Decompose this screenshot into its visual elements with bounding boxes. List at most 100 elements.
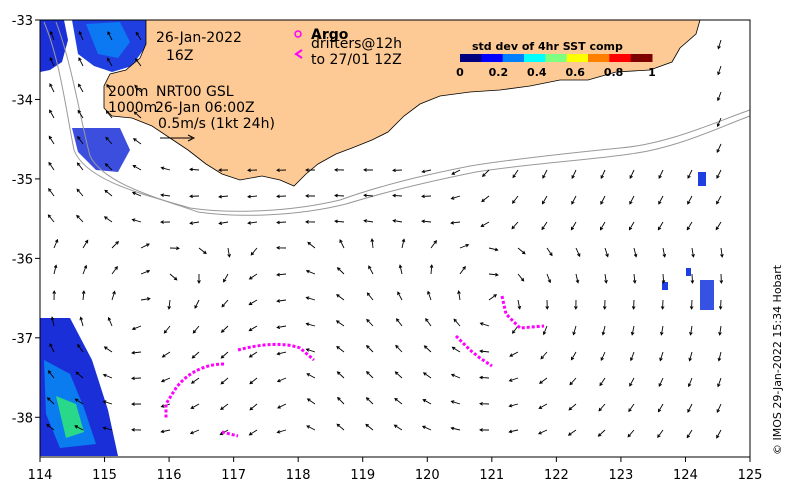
current-arrow	[335, 320, 345, 327]
current-arrow	[47, 214, 55, 223]
current-arrow	[508, 403, 519, 408]
current-arrow	[221, 299, 229, 308]
current-arrow	[190, 377, 200, 384]
current-arrow	[140, 243, 150, 249]
current-arrow	[368, 265, 374, 275]
depth-1000-label: 1000m	[108, 100, 157, 116]
current-arrow	[74, 398, 84, 405]
current-arrow	[135, 58, 142, 67]
x-tick-label: 120	[415, 468, 440, 483]
current-arrow	[111, 266, 118, 275]
current-arrow	[363, 168, 374, 172]
current-arrow	[336, 345, 345, 353]
current-arrow	[517, 273, 525, 282]
current-arrow	[459, 265, 466, 275]
current-arrow	[49, 109, 55, 119]
current-arrow	[574, 299, 578, 310]
current-arrow	[190, 403, 200, 409]
current-arrow	[571, 195, 577, 205]
current-arrow	[687, 195, 693, 205]
current-arrow	[546, 273, 552, 284]
current-arrow	[716, 429, 722, 439]
current-arrow	[630, 325, 635, 336]
current-arrow	[660, 299, 665, 310]
argo-marker	[294, 30, 302, 38]
current-arrow	[688, 351, 693, 362]
current-arrow	[633, 247, 638, 258]
x-tick-label: 122	[544, 468, 569, 483]
credit-label: © IMOS 29-Jan-2022 15:34 Hobart	[771, 264, 784, 455]
y-tick-label: -36	[12, 252, 33, 267]
current-arrow	[422, 372, 432, 379]
current-arrow	[657, 403, 664, 413]
x-tick-label: 114	[28, 468, 53, 483]
current-arrow	[479, 428, 490, 432]
colorbar-swatch	[524, 54, 546, 62]
current-arrow	[160, 193, 171, 197]
current-arrow	[718, 299, 723, 310]
x-tick-label: 118	[286, 468, 311, 483]
current-arrow	[430, 240, 437, 249]
current-arrow	[659, 351, 664, 362]
current-arrow	[716, 169, 722, 179]
current-arrow	[394, 371, 403, 379]
current-arrow	[395, 318, 403, 327]
current-arrow	[366, 292, 374, 301]
current-arrow	[132, 138, 142, 145]
current-arrow	[191, 351, 200, 359]
current-arrow	[508, 377, 519, 382]
current-arrow	[82, 264, 88, 275]
current-arrow	[537, 429, 548, 435]
current-arrow	[541, 195, 548, 205]
current-arrow	[686, 429, 693, 439]
current-arrow	[538, 403, 548, 409]
current-arrow	[77, 109, 84, 119]
current-arrow	[392, 168, 403, 173]
current-arrow	[365, 423, 374, 431]
current-arrow	[48, 161, 55, 171]
current-arrow	[546, 247, 553, 257]
current-arrow	[336, 423, 345, 431]
current-arrow	[78, 83, 84, 93]
current-arrow	[457, 290, 461, 301]
current-arrow	[716, 403, 722, 414]
nrt-time-label: 26-Jan 06:00Z	[155, 100, 255, 116]
current-arrow	[49, 30, 55, 41]
current-arrow	[394, 397, 403, 405]
current-arrow	[658, 169, 664, 179]
current-arrow	[167, 299, 172, 310]
current-arrow	[161, 351, 171, 358]
current-arrow	[276, 351, 287, 356]
current-arrow	[488, 247, 499, 252]
colorbar-tick-label: 0.6	[565, 66, 585, 79]
current-arrow	[567, 429, 577, 436]
current-arrow	[276, 194, 287, 199]
current-arrow	[689, 325, 693, 336]
current-arrow	[220, 325, 229, 333]
current-arrow	[628, 403, 635, 413]
drifters-legend-line2: to 27/01 12Z	[311, 52, 402, 68]
colorbar-swatch	[588, 54, 610, 62]
current-arrow	[276, 429, 287, 434]
depth-200-label: 200m	[108, 84, 148, 100]
current-arrow	[250, 247, 258, 256]
x-tick-label: 116	[157, 468, 182, 483]
x-tick-label: 119	[350, 468, 375, 483]
current-arrow	[218, 221, 229, 225]
colorbar-tick-label: 0.2	[489, 66, 509, 79]
current-arrow	[103, 346, 113, 353]
current-arrow	[365, 397, 374, 405]
current-arrow	[248, 429, 258, 436]
x-axis: 114 115 116 117 118 119 120 121 122 123 124 125	[28, 457, 762, 483]
current-arrow	[305, 220, 316, 224]
current-arrow	[542, 169, 548, 179]
current-arrow	[48, 187, 55, 197]
current-arrow	[82, 239, 89, 249]
current-arrow	[570, 221, 577, 231]
colorbar-swatch	[630, 54, 653, 62]
current-arrow	[81, 290, 86, 301]
current-arrow	[600, 169, 606, 180]
colorbar-swatch	[481, 54, 504, 62]
current-arrow	[218, 168, 229, 172]
current-arrow	[305, 322, 316, 327]
